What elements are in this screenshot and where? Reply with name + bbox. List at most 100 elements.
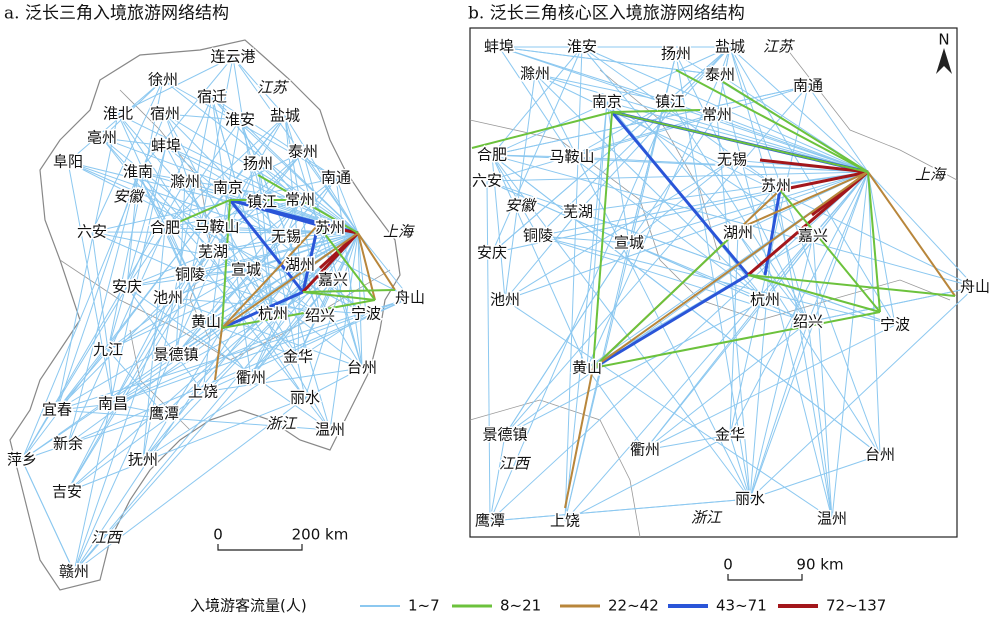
city-label: 亳州 — [87, 129, 117, 147]
flow-line — [91, 231, 191, 276]
legend-label: 72~137 — [826, 597, 886, 615]
flow-line — [571, 156, 869, 173]
flow-line — [137, 56, 234, 173]
flow-line — [112, 315, 321, 405]
city-label: 铜陵 — [523, 227, 553, 245]
flow-line — [564, 434, 731, 522]
city-label: 宿迁 — [197, 88, 227, 106]
flow-line — [211, 96, 252, 379]
city-label: 南通 — [321, 169, 351, 187]
flow-line — [564, 171, 869, 522]
province-boundary — [469, 39, 958, 538]
flow-line — [112, 279, 334, 405]
flow-line — [101, 137, 167, 147]
flow-line — [592, 311, 881, 369]
flow-line — [66, 397, 306, 493]
city-label: 芜湖 — [198, 243, 228, 261]
city-label: 绍兴 — [305, 307, 335, 325]
flow-lines — [21, 46, 976, 573]
flow-line — [628, 171, 869, 244]
scale-bar — [217, 544, 303, 551]
flow-line — [232, 56, 359, 234]
flow-line — [302, 151, 359, 234]
city-label: 景德镇 — [482, 426, 527, 444]
flow-line — [504, 159, 733, 301]
province-label: 上海 — [915, 166, 947, 184]
city-label: 徐州 — [148, 71, 178, 89]
flow-line — [285, 232, 359, 238]
flow-line — [564, 46, 583, 522]
flow-line — [117, 113, 191, 276]
city-label: 金华 — [283, 348, 313, 366]
city-label: 丽水 — [290, 389, 320, 407]
flow-line — [66, 297, 169, 493]
flow-line — [577, 171, 869, 213]
flow-line — [489, 101, 671, 522]
flow-line — [486, 180, 579, 213]
city-label: 台州 — [865, 446, 895, 464]
city-label: 镇江 — [655, 93, 685, 111]
flow-line — [628, 114, 718, 244]
city-label: 马鞍山 — [194, 218, 239, 236]
legend-label: 43~71 — [716, 597, 767, 615]
city-label: 上饶 — [550, 512, 580, 530]
flow-line — [586, 74, 721, 369]
flow-line — [165, 145, 186, 183]
city-label: 萍乡 — [7, 451, 37, 469]
flow-line — [112, 226, 218, 405]
flow-line — [491, 154, 751, 500]
province-label: 江西 — [91, 529, 123, 547]
flow-line — [749, 171, 869, 500]
flow-line — [189, 274, 321, 317]
flow-line — [21, 181, 186, 461]
city-label: 丽水 — [735, 490, 765, 508]
flow-line — [107, 177, 337, 351]
flow-line — [491, 154, 976, 288]
province-label: 江苏 — [257, 79, 289, 97]
city-label: 黄山 — [191, 313, 221, 331]
flow-line — [165, 145, 263, 203]
city-label: 铜陵 — [175, 266, 205, 284]
flow-line — [504, 211, 579, 301]
flow-line — [534, 73, 766, 301]
flow-line — [318, 231, 360, 270]
flow-line — [21, 459, 75, 573]
flow-line — [91, 231, 359, 234]
city-label: 南京 — [592, 93, 622, 111]
flow-line — [164, 199, 231, 229]
flow-line — [73, 397, 306, 573]
flow-line — [56, 232, 359, 411]
flow-line — [491, 154, 539, 237]
flow-line — [747, 274, 881, 313]
flow-line — [301, 224, 320, 293]
city-label: 六安 — [77, 223, 107, 241]
city-label: 赣州 — [59, 563, 89, 581]
flow-line — [329, 232, 359, 431]
flow-line — [250, 279, 334, 379]
flow-line — [232, 56, 286, 117]
flow-line — [719, 79, 869, 173]
flow-line — [67, 227, 166, 445]
flow-line — [56, 349, 109, 411]
city-label: 嘉兴 — [318, 271, 348, 289]
flow-line — [675, 69, 869, 173]
flow-line — [175, 199, 301, 356]
flow-line — [779, 170, 869, 192]
flow-line — [117, 113, 359, 234]
flow-line — [162, 79, 359, 234]
city-label: 安庆 — [477, 244, 507, 262]
flow-line — [164, 115, 286, 229]
flow-line — [564, 367, 594, 509]
flow-line — [67, 413, 165, 445]
city-label: 扬州 — [661, 45, 691, 63]
flow-line — [66, 251, 214, 493]
flow-line — [498, 46, 671, 103]
north-arrow — [936, 48, 952, 74]
city-label: 南京 — [213, 179, 243, 197]
flow-line — [216, 226, 359, 234]
flow-line — [534, 73, 671, 103]
flow-line — [489, 434, 506, 522]
flow-line — [628, 242, 766, 301]
region-outline — [9, 39, 401, 591]
